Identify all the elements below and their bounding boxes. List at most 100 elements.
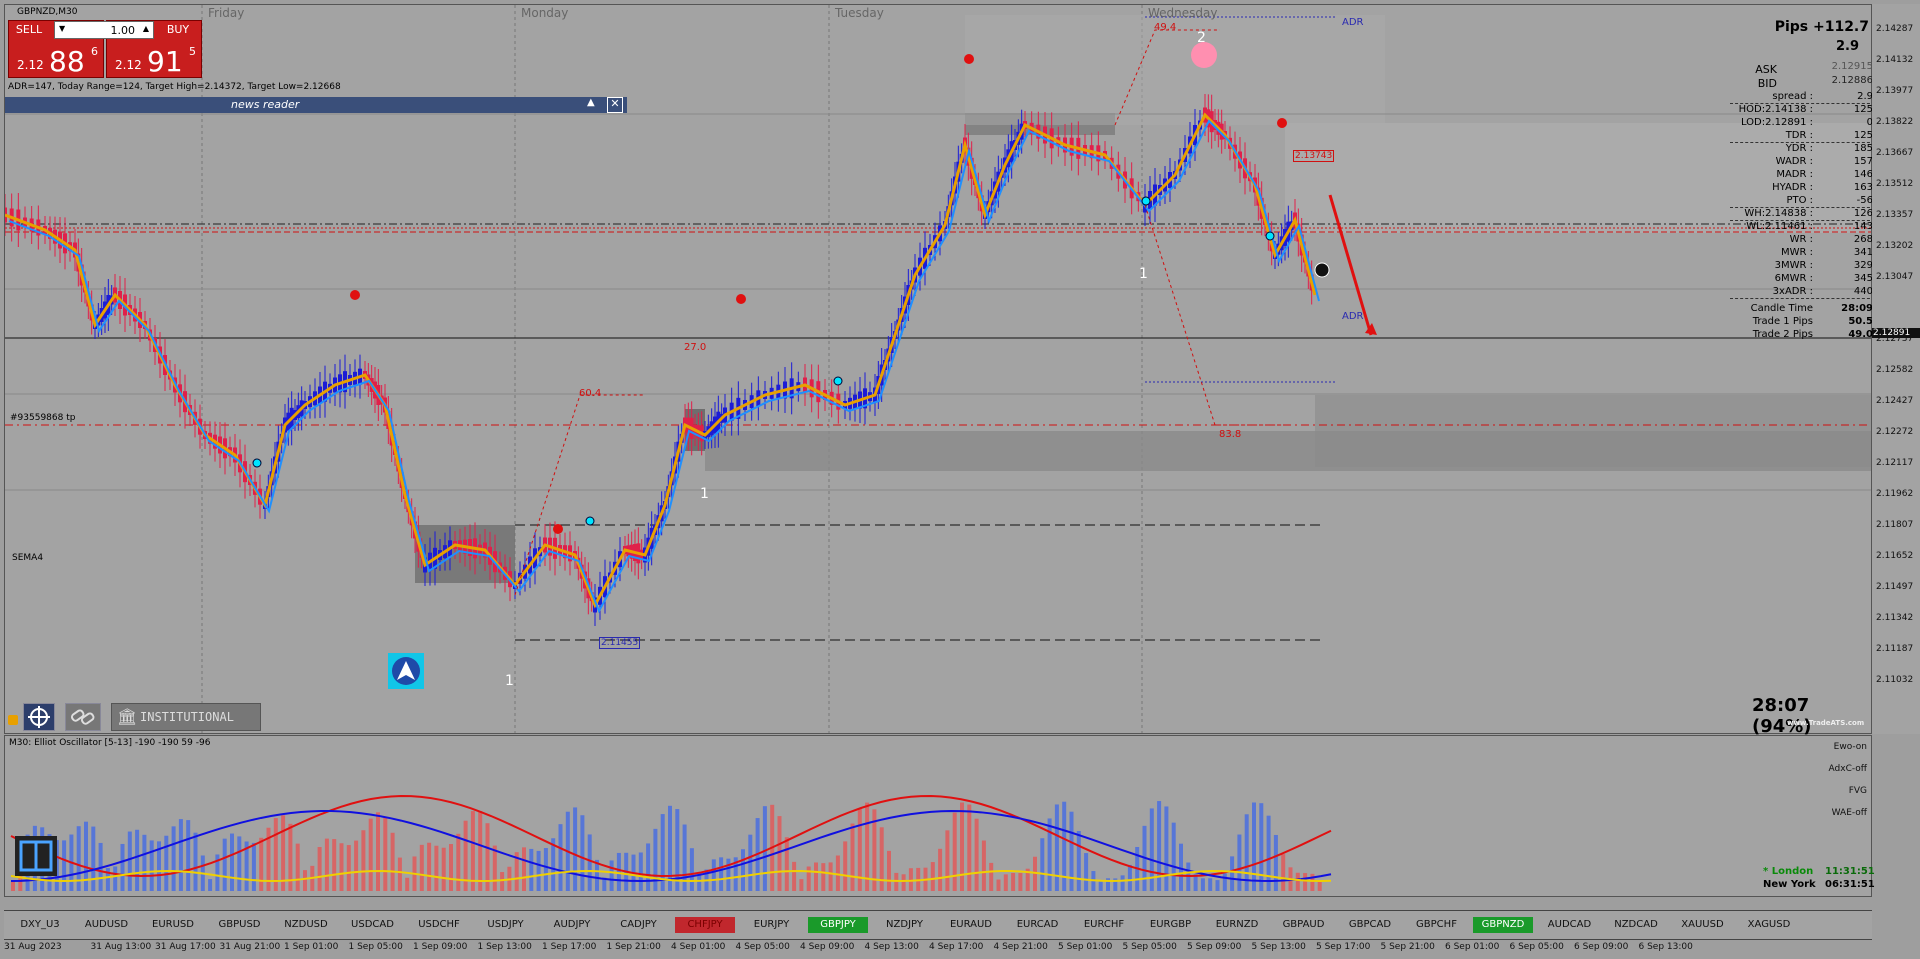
symbol-tab-gbpcad[interactable]: GBPCAD (1348, 919, 1392, 930)
info-row: MWR : 341 (1725, 247, 1875, 260)
osc-bar (1193, 874, 1198, 891)
symbol-tab-usdchf[interactable]: USDCHF (418, 919, 460, 930)
symbol-tab-cadjpy[interactable]: CADJPY (620, 919, 657, 930)
arrow-logo-icon (388, 653, 424, 689)
institutional-mode-button[interactable]: 🏛 INSTITUTIONAL MODE (111, 703, 261, 750)
osc-bar (1200, 878, 1205, 891)
flag-ewo[interactable]: Ewo-on (1833, 742, 1867, 752)
sell-price-prefix: 2.12 (17, 58, 44, 72)
symbol-tab-eurnzd[interactable]: EURNZD (1215, 919, 1259, 930)
symbol-tabs-bar: DXY_U3 AUDUSD EURUSD GBPUSD NZDUSD USDCAD USDC… (4, 910, 1872, 940)
symbol-tab-eurgbp[interactable]: EURGBP (1149, 919, 1192, 930)
entry-marker (1314, 262, 1330, 278)
symbol-tab-usdcad[interactable]: USDCAD (351, 919, 394, 930)
link-button[interactable] (65, 703, 101, 731)
osc-bar (938, 848, 943, 891)
main-chart[interactable]: GBPNZD,M30 Friday Monday Tuesday Wednesd… (4, 4, 1875, 750)
osc-bar (828, 862, 833, 891)
symbol-tab-eurcad[interactable]: EURCAD (1016, 919, 1059, 930)
osc-bar (171, 826, 176, 891)
osc-bar (193, 832, 198, 891)
price-chart-canvas[interactable] (5, 5, 1871, 733)
osc-bar (332, 839, 337, 891)
symbol-tab-chfjpy[interactable]: CHFJPY (675, 917, 735, 933)
collapse-icon[interactable]: ▲ (587, 97, 595, 108)
news-reader-header[interactable]: news reader ▲ ✕ (5, 97, 627, 113)
price-tick: 2.11032 (1876, 675, 1914, 685)
osc-bar (113, 866, 118, 891)
flag-adxc[interactable]: AdxC-off (1828, 764, 1867, 774)
osc-bar (127, 831, 132, 891)
wave-label-1a: 1 (1139, 266, 1148, 282)
symbol-tab-eurchf[interactable]: EURCHF (1083, 919, 1125, 930)
swing-low-dot (252, 458, 262, 468)
symbol-tab-xagusd[interactable]: XAGUSD (1747, 919, 1791, 930)
crosshair-button[interactable] (23, 703, 55, 731)
symbol-tab-eurusd[interactable]: EURUSD (152, 919, 194, 930)
osc-bar (76, 826, 81, 891)
osc-bar (1033, 856, 1037, 891)
osc-bar (91, 826, 96, 891)
time-tick: 31 Aug 17:00 (155, 942, 216, 952)
elliot-oscillator-pane[interactable]: M30: Elliot Oscillator [5-13] -190 -190 … (4, 735, 1875, 897)
time-tick: 4 Sep 21:00 (993, 942, 1048, 952)
alert-icon[interactable] (8, 715, 18, 725)
info-key: 3xADR : (1772, 286, 1813, 297)
info-row: PTO : -56 (1725, 195, 1875, 208)
symbol-tab-audjpy[interactable]: AUDJPY (553, 919, 591, 930)
symbol-tab-nzdjpy[interactable]: NZDJPY (886, 919, 923, 930)
close-icon[interactable]: ✕ (607, 97, 623, 113)
symbol-tab-audusd[interactable]: AUDUSD (84, 919, 129, 930)
symbol-tab-dxy_u3[interactable]: DXY_U3 (20, 919, 60, 930)
osc-baseline (10, 870, 1332, 883)
osc-bar (1098, 880, 1103, 891)
price-axis[interactable]: 2.14287 2.14132 2.13977 2.13822 2.13667 2.135… (1872, 4, 1920, 734)
lot-decrease-icon[interactable]: ▼ (59, 24, 66, 33)
adr-info: ADR=147, Today Range=124, Target High=2.… (8, 82, 341, 92)
symbol-tab-nzdusd[interactable]: NZDUSD (284, 919, 328, 930)
symbol-tab-euraud[interactable]: EURAUD (949, 919, 993, 930)
time-axis[interactable]: 31 Aug 2023 31 Aug 13:00 31 Aug 17:00 31 Au… (4, 940, 1872, 959)
info-key: 3MWR : (1774, 260, 1813, 271)
ask-value: 2.12915 (1831, 61, 1873, 72)
info-row: WL:2.11461 : 143 (1725, 221, 1875, 234)
osc-bar (850, 823, 855, 891)
info-value: 125 (1853, 130, 1873, 141)
symbol-tab-eurjpy[interactable]: EURJPY (753, 919, 790, 930)
projection-arrow-head (1365, 323, 1377, 335)
osc-bar (178, 819, 183, 891)
symbol-tab-audcad[interactable]: AUDCAD (1547, 919, 1592, 930)
symbol-tab-gbpnzd[interactable]: GBPNZD (1473, 917, 1533, 933)
flag-fvg[interactable]: FVG (1848, 786, 1867, 796)
watermark: www.TradeATS.com (1787, 719, 1865, 727)
osc-bar (573, 807, 578, 891)
osc-bar (901, 874, 906, 891)
newyork-time: 06:31:51 (1825, 879, 1875, 890)
symbol-tab-nzdcad[interactable]: NZDCAD (1614, 919, 1658, 930)
symbol-tab-gbpaud[interactable]: GBPAUD (1282, 919, 1325, 930)
symbol-tab-gbpusd[interactable]: GBPUSD (218, 919, 261, 930)
symbol-tab-usdjpy[interactable]: USDJPY (487, 919, 524, 930)
lot-size-input[interactable]: ▼ 1.00 ▲ (54, 21, 154, 39)
symbol-tab-gbpchf[interactable]: GBPCHF (1416, 919, 1457, 930)
flag-wae[interactable]: WAE-off (1831, 808, 1867, 818)
lot-increase-icon[interactable]: ▲ (142, 24, 149, 33)
time-tick: 31 Aug 21:00 (219, 942, 281, 952)
info-value: 440 (1853, 286, 1873, 297)
symbol-tab-gbpjpy[interactable]: GBPJPY (808, 917, 868, 933)
time-tick: 5 Sep 09:00 (1187, 942, 1242, 952)
symbol-tab-xauusd[interactable]: XAUUSD (1681, 919, 1724, 930)
sell-price-sup: 6 (91, 45, 98, 58)
osc-bar (368, 818, 373, 891)
swing-low-dot (1141, 196, 1151, 206)
osc-bar (281, 815, 286, 891)
osc-bar (1230, 856, 1235, 891)
price-tick: 2.11187 (1876, 644, 1914, 654)
osc-bar (1106, 878, 1110, 891)
time-tick: 1 Sep 13:00 (477, 942, 532, 952)
time-tick: 5 Sep 05:00 (1122, 942, 1177, 952)
sell-button[interactable]: SELL 2.12 88 6 (8, 20, 104, 78)
price-tick: 2.13667 (1876, 148, 1914, 158)
osc-bar (1127, 864, 1132, 891)
info-row: HYADR : 163 (1725, 182, 1875, 195)
